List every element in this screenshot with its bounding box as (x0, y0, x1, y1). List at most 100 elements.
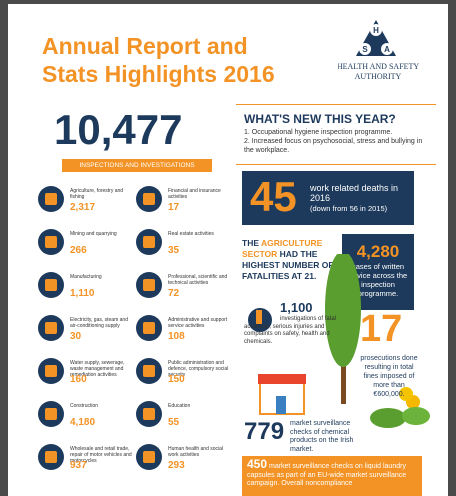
divider (236, 104, 436, 105)
icon-glyph (143, 322, 155, 334)
whats-new-list: 1. Occupational hygiene inspection progr… (244, 128, 424, 155)
icon-glyph (143, 193, 155, 205)
sector-label: Education (168, 403, 191, 409)
shop-door (276, 396, 286, 414)
sector-label: Construction (70, 403, 99, 409)
deaths-box: 45 work related deaths in 2016 (down from… (242, 171, 414, 225)
sector-icon (38, 401, 64, 427)
investigations-number: 1,100 (280, 300, 313, 315)
sector-value: 160 (70, 374, 87, 385)
sector-value: 4,180 (70, 417, 96, 428)
illustrations (248, 254, 430, 428)
sector-value: 108 (168, 331, 185, 342)
sector-icon (38, 444, 64, 470)
sector-label: Administrative and support service activ… (168, 317, 228, 329)
sector-value: 35 (168, 245, 180, 256)
coin (399, 387, 413, 401)
sector-value: 17 (168, 202, 180, 213)
bush (370, 408, 406, 428)
icon-glyph (143, 408, 155, 420)
capsules-box: 450 market surveillance checks on liquid… (242, 456, 422, 496)
sector-icon (136, 401, 162, 427)
icon-glyph (45, 193, 57, 205)
sector-label: Electricity, gas, steam and air-conditio… (70, 317, 128, 329)
tree-crown (325, 254, 361, 367)
logo-letter: H (373, 26, 379, 35)
sector-label: Professional, scientific and technical a… (168, 274, 228, 286)
inspections-total: 10,477 (54, 106, 183, 153)
icon-glyph (143, 236, 155, 248)
sector-label: Real estate activities (168, 231, 214, 237)
sector-icon (38, 358, 64, 384)
logo-dot (370, 24, 382, 36)
sector-icon (136, 272, 162, 298)
capsules-number: 450 (247, 457, 268, 471)
deaths-text: work related deaths in 2016 (down from 56… (310, 183, 410, 214)
sector-label: Public administration and defence, compu… (168, 360, 229, 378)
advice-text: cases of written advice across the inspe… (348, 262, 408, 298)
logo-letter: S (362, 45, 368, 54)
prosecutions-number: 17 (360, 308, 403, 350)
sector-value: 150 (168, 374, 185, 385)
whats-new-item: 2. Increased focus on psychosocial, stre… (244, 138, 423, 154)
inspections-label: INSPECTIONS AND INVESTIGATIONS (62, 159, 212, 172)
icon-glyph (45, 236, 57, 248)
logo-dot (359, 43, 371, 55)
logo: H S A HEALTH AND SAFETY AUTHORITY (338, 20, 419, 81)
text-part: THE (242, 238, 259, 248)
text-highlight: AGRICULTURE SECTOR (242, 238, 323, 259)
title-line: Annual Report and (42, 33, 248, 59)
deaths-number: 45 (250, 173, 297, 220)
sector-value: 55 (168, 417, 180, 428)
icon-glyph (143, 365, 155, 377)
divider (236, 164, 436, 165)
icon-glyph (45, 365, 57, 377)
market-text: market surveillance checks of chemical p… (290, 420, 354, 453)
sector-value: 1,110 (70, 288, 95, 299)
deaths-note: (down from 56 in 2015) (310, 204, 388, 213)
sector-label: Wholesale and retail trade, repair of mo… (70, 446, 132, 464)
advice-number: 4,280 (356, 242, 400, 261)
tree-trunk (341, 334, 346, 404)
logo-dot (381, 43, 393, 55)
icon-glyph (45, 408, 57, 420)
sector-value: 30 (70, 331, 82, 342)
sector-icon (136, 229, 162, 255)
infographic: Annual Report and Stats Highlights 2016 … (8, 4, 448, 496)
microscope-tube (256, 310, 262, 324)
sector-icon (136, 186, 162, 212)
logo-name: HEALTH AND SAFETY (338, 62, 419, 71)
sector-icon (38, 186, 64, 212)
prosecutions-text: prosecutions done resulting in total fin… (360, 355, 418, 398)
investigations-text: investigations of fatal accidents, serio… (244, 316, 337, 345)
text-part: HAD THE HIGHEST NUMBER OF FATALITIES AT … (242, 249, 334, 281)
sector-label: Water supply, sewerage, waste management… (70, 360, 125, 378)
sector-value: 2,317 (70, 202, 96, 213)
shop-awning (258, 374, 306, 384)
icon-glyph (45, 322, 57, 334)
bush (402, 407, 430, 425)
logo-letter: A (384, 45, 390, 54)
icon-glyph (45, 451, 57, 463)
sector-value: 293 (168, 460, 185, 471)
sector-icon (38, 229, 64, 255)
sector-label: Agriculture, forestry and fishing (70, 188, 124, 200)
sector-label: Financial and insurance activities (168, 188, 221, 200)
sector-icon (136, 315, 162, 341)
deaths-label: work related deaths in 2016 (310, 183, 399, 203)
market-number: 779 (244, 418, 285, 445)
fatalities-text: THE AGRICULTURE SECTOR HAD THE HIGHEST N… (242, 238, 338, 282)
whats-new-item: 1. Occupational hygiene inspection progr… (244, 129, 393, 136)
sector-icon (38, 315, 64, 341)
sector-value: 266 (70, 245, 87, 256)
title-line: Stats Highlights 2016 (42, 61, 275, 87)
sector-label: Mining and quarrying (70, 231, 117, 237)
sector-value: 937 (70, 460, 87, 471)
whats-new-title: WHAT'S NEW THIS YEAR? (244, 112, 396, 126)
capsules-text: market surveillance checks on liquid lau… (247, 463, 407, 487)
icon-glyph (45, 279, 57, 291)
sector-icon (136, 444, 162, 470)
icon-glyph (143, 279, 155, 291)
logo-name: AUTHORITY (355, 72, 402, 81)
